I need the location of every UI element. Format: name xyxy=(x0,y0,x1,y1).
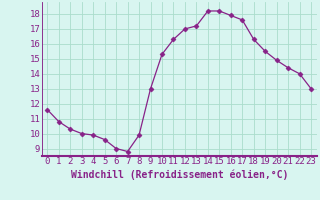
X-axis label: Windchill (Refroidissement éolien,°C): Windchill (Refroidissement éolien,°C) xyxy=(70,169,288,180)
